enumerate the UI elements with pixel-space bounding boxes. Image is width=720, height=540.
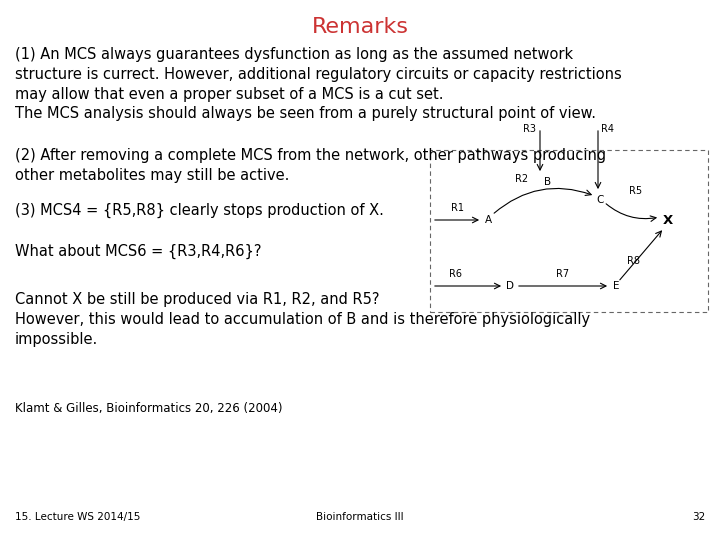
- Text: X: X: [663, 213, 673, 226]
- Text: R3: R3: [523, 124, 536, 134]
- Text: R8: R8: [628, 256, 641, 266]
- Text: R2: R2: [516, 174, 528, 184]
- Text: What about MCS6 = {R3,R4,R6}?: What about MCS6 = {R3,R4,R6}?: [15, 244, 261, 259]
- Text: C: C: [596, 195, 603, 205]
- Text: R5: R5: [629, 186, 642, 196]
- Text: 15. Lecture WS 2014/15: 15. Lecture WS 2014/15: [15, 512, 140, 522]
- Text: (3) MCS4 = {R5,R8} clearly stops production of X.: (3) MCS4 = {R5,R8} clearly stops product…: [15, 203, 384, 218]
- Text: E: E: [613, 281, 619, 291]
- Text: Bioinformatics III: Bioinformatics III: [316, 512, 404, 522]
- Text: (2) After removing a complete MCS from the network, other pathways producing
oth: (2) After removing a complete MCS from t…: [15, 148, 606, 183]
- Text: R1: R1: [451, 203, 464, 213]
- Text: D: D: [506, 281, 514, 291]
- Text: Remarks: Remarks: [312, 17, 408, 37]
- Text: R6: R6: [449, 269, 462, 279]
- Text: R7: R7: [557, 269, 570, 279]
- Text: 32: 32: [692, 512, 705, 522]
- Text: R4: R4: [601, 124, 614, 134]
- Bar: [430, 150, 708, 312]
- Text: Klamt & Gilles, Bioinformatics 20, 226 (2004): Klamt & Gilles, Bioinformatics 20, 226 (…: [15, 402, 282, 415]
- Text: (1) An MCS always guarantees dysfunction as long as the assumed network
structur: (1) An MCS always guarantees dysfunction…: [15, 47, 622, 122]
- Text: Cannot X be still be produced via R1, R2, and R5?
However, this would lead to ac: Cannot X be still be produced via R1, R2…: [15, 292, 590, 347]
- Text: B: B: [544, 177, 552, 187]
- Text: A: A: [485, 215, 492, 225]
